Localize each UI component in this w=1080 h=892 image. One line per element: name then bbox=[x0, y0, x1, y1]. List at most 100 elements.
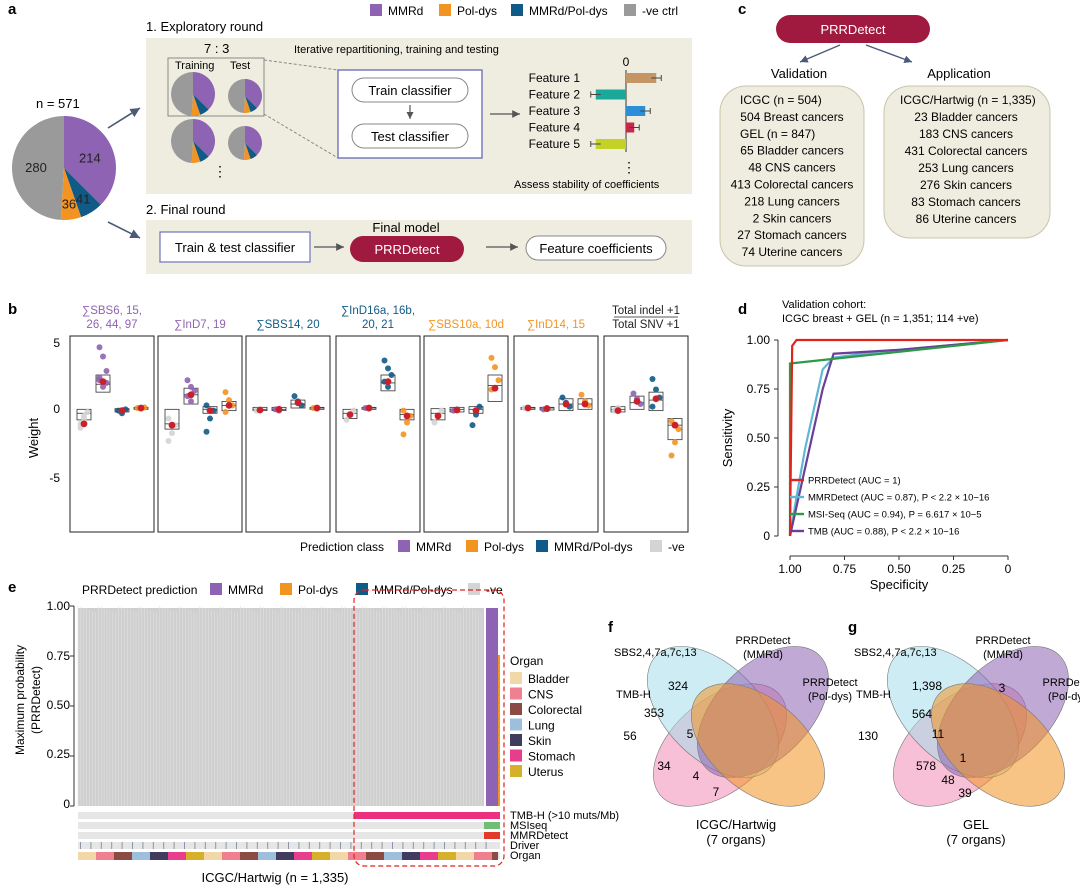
box-5-2 bbox=[449, 406, 465, 414]
organ-tick bbox=[426, 852, 428, 860]
box-3-1 bbox=[252, 406, 268, 414]
point-3 bbox=[400, 407, 407, 414]
organ-tick bbox=[88, 852, 90, 860]
big-pie-slice-2 bbox=[60, 168, 82, 221]
feature-bar-2 bbox=[595, 89, 626, 100]
organ-tick bbox=[394, 852, 396, 860]
e-ylabel-1: Maximum probability bbox=[13, 645, 27, 755]
organ-tick bbox=[264, 852, 266, 860]
organ-tick bbox=[334, 852, 336, 860]
facet-header-1-0: ∑SBS6, 15, bbox=[82, 305, 142, 317]
organ-tick bbox=[410, 852, 412, 860]
venn-set-label-2-0: PRRDetect bbox=[1042, 677, 1080, 689]
organ-tick bbox=[324, 852, 326, 860]
point-1 bbox=[672, 439, 678, 446]
small-pie-0-slice-3 bbox=[170, 72, 193, 116]
box-2-1 bbox=[164, 408, 180, 444]
organ-tick bbox=[236, 852, 238, 860]
panel-label-b: b bbox=[8, 301, 17, 318]
organ-tick bbox=[234, 852, 236, 860]
organ-tick bbox=[366, 852, 368, 860]
small-pie-2-slice-2 bbox=[191, 141, 201, 163]
point-0 bbox=[431, 419, 438, 426]
e-legend-swatch-mmrd bbox=[210, 583, 222, 595]
organ-tick bbox=[462, 852, 464, 860]
driver-tick bbox=[225, 842, 227, 849]
point-4 bbox=[81, 415, 87, 422]
point-0 bbox=[649, 375, 656, 382]
organ-tick bbox=[276, 852, 278, 860]
organ-tick bbox=[346, 852, 348, 860]
application-label: Application bbox=[927, 66, 991, 81]
track-label-2: MMRDetect bbox=[510, 830, 568, 842]
organ-swatch-6 bbox=[510, 765, 522, 777]
organ-tick bbox=[338, 852, 340, 860]
organ-tick bbox=[104, 852, 106, 860]
organ-tick bbox=[396, 852, 398, 860]
small-pie-1-slice-0 bbox=[245, 79, 262, 109]
roc-legend-label-3: TMB (AUC = 0.88), P < 2.2 × 10−16 bbox=[808, 527, 959, 538]
organ-tick bbox=[224, 852, 226, 860]
organ-tick bbox=[496, 852, 498, 860]
arrow-to-round1 bbox=[107, 107, 141, 129]
small-pie-0-slice-1 bbox=[193, 94, 209, 115]
train-test-label: Train & test classifier bbox=[175, 240, 296, 255]
organ-tick bbox=[430, 852, 432, 860]
organ-tick bbox=[308, 852, 310, 860]
small-pie-0-slice-0 bbox=[193, 72, 215, 110]
organ-tick bbox=[278, 852, 280, 860]
venn-count-5: 1 bbox=[960, 751, 967, 765]
facet-1: ∑SBS6, 15, 26, 44, 97 bbox=[69, 305, 155, 533]
box-3-3 bbox=[290, 393, 306, 409]
venn-set-label-0-0: SBS2,4,7a,7c,13 bbox=[854, 647, 937, 659]
e-ytick-050: 0.50 bbox=[47, 698, 71, 712]
facet-header-5-0: ∑SBS10a, 10d bbox=[428, 319, 504, 331]
facet-2: ∑InD7, 19 bbox=[157, 319, 243, 533]
organ-tick bbox=[294, 852, 296, 860]
organ-tick bbox=[128, 852, 130, 860]
e-ytick-075: 0.75 bbox=[47, 649, 71, 663]
feature-bar-3 bbox=[626, 106, 646, 116]
organ-tick bbox=[330, 852, 332, 860]
final-model-label: Final model bbox=[372, 220, 439, 235]
panel-e: e PRRDetect prediction MMRd Pol-dys MMRd… bbox=[8, 579, 619, 885]
organ-tick bbox=[292, 852, 294, 860]
organ-tick bbox=[268, 852, 270, 860]
box-5-4 bbox=[487, 354, 503, 402]
assess-text: Assess stability of coefficients bbox=[514, 179, 660, 191]
organ-tick bbox=[322, 852, 324, 860]
test-label: Test bbox=[230, 60, 250, 72]
driver-tick bbox=[329, 842, 331, 849]
driver-tick bbox=[90, 842, 92, 849]
round2-title: 2. Final round bbox=[146, 202, 226, 217]
organ-tick bbox=[262, 852, 264, 860]
big-pie-label-1: 41 bbox=[76, 191, 90, 206]
organ-tick bbox=[386, 852, 388, 860]
application-box bbox=[883, 85, 1051, 239]
driver-tick bbox=[142, 842, 144, 849]
venn-set-label-0-0: SBS2,4,7a,7c,13 bbox=[614, 647, 697, 659]
point-0 bbox=[165, 438, 172, 444]
arrow-to-application bbox=[865, 44, 913, 63]
e-ylabel-2: (PRRDetect) bbox=[29, 666, 43, 734]
arrow-to-round2 bbox=[107, 221, 141, 239]
mean-point bbox=[206, 407, 214, 415]
mean-point bbox=[524, 404, 532, 412]
venn-count-3: 11 bbox=[932, 727, 945, 741]
prrdetect-pill-c bbox=[776, 15, 930, 43]
mean-point bbox=[346, 411, 354, 418]
organ-tick bbox=[306, 852, 308, 860]
organ-tick bbox=[370, 852, 372, 860]
organ-tick bbox=[118, 852, 120, 860]
e-legend-label-pol: Pol-dys bbox=[298, 583, 338, 597]
small-pie-2-slice-3 bbox=[171, 119, 193, 163]
organ-tick bbox=[478, 852, 480, 860]
organ-tick bbox=[194, 852, 196, 860]
organ-tick bbox=[188, 852, 190, 860]
organ-tick bbox=[116, 852, 118, 860]
feature-bar-5 bbox=[595, 139, 626, 149]
venn-set-label-1-0: PRRDetect bbox=[975, 635, 1030, 647]
mean-point bbox=[384, 378, 392, 385]
feature-label-4: Feature 4 bbox=[529, 121, 581, 135]
organ-tick bbox=[256, 852, 258, 860]
